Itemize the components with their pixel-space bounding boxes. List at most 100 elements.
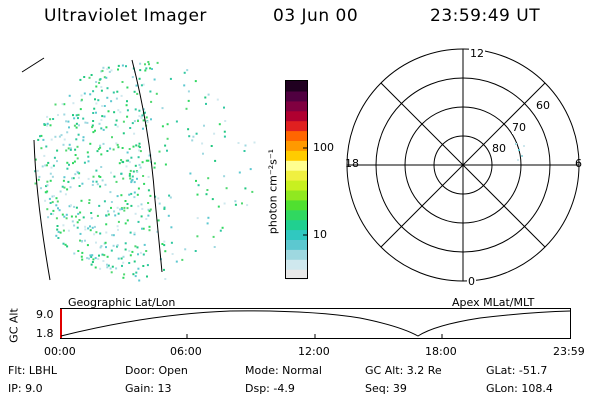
image-speckle: [68, 163, 70, 166]
image-speckle: [138, 149, 140, 152]
image-speckle: [50, 166, 53, 169]
image-speckle: [77, 133, 80, 136]
image-speckle: [68, 143, 71, 146]
image-speckle: [80, 98, 83, 101]
image-speckle: [95, 180, 98, 183]
colorbar-segment: [286, 259, 307, 270]
image-speckle: [142, 83, 145, 86]
image-speckle: [71, 220, 74, 223]
image-speckle: [65, 217, 68, 220]
image-speckle: [136, 170, 139, 173]
image-speckle: [61, 185, 64, 188]
image-speckle: [130, 204, 133, 207]
image-speckle: [117, 220, 120, 223]
image-speckle: [58, 135, 61, 138]
image-speckle: [126, 100, 128, 103]
image-speckle: [55, 234, 58, 237]
image-speckle: [117, 68, 119, 71]
image-speckle: [63, 176, 66, 179]
image-speckle: [137, 205, 140, 208]
image-speckle: [127, 159, 130, 162]
image-speckle: [147, 61, 150, 63]
image-speckle: [46, 190, 49, 193]
image-speckle: [140, 215, 143, 218]
image-speckle: [73, 117, 76, 120]
image-speckle: [62, 179, 65, 182]
image-speckle: [77, 176, 80, 179]
image-speckle: [125, 165, 128, 168]
status-door: Door: Open: [125, 364, 188, 377]
image-speckle: [89, 142, 92, 145]
image-speckle: [137, 120, 139, 122]
image-speckle: [49, 202, 52, 204]
image-speckle: [181, 258, 184, 261]
image-speckle: [145, 116, 148, 119]
image-speckle: [71, 177, 73, 180]
image-speckle: [91, 124, 94, 127]
image-speckle: [72, 177, 75, 180]
image-speckle: [43, 123, 46, 126]
image-speckle: [110, 206, 112, 209]
image-speckle: [63, 138, 66, 141]
image-speckle: [126, 151, 129, 154]
image-speckle: [147, 159, 150, 162]
image-speckle: [100, 86, 103, 88]
image-speckle: [101, 179, 104, 182]
image-speckle: [111, 136, 113, 139]
image-speckle: [137, 145, 140, 148]
image-speckle: [103, 254, 106, 257]
image-speckle: [140, 116, 143, 119]
image-speckle: [78, 185, 81, 187]
image-speckle: [161, 107, 164, 110]
image-speckle: [100, 153, 103, 156]
colorbar-unit-label: photon cm⁻²s⁻¹: [266, 148, 280, 235]
image-speckle: [163, 207, 166, 210]
image-speckle: [122, 120, 125, 123]
image-speckle: [134, 245, 137, 248]
image-speckle: [49, 118, 52, 121]
image-speckle: [131, 122, 134, 125]
image-speckle: [46, 164, 48, 167]
image-speckle: [205, 193, 208, 196]
image-speckle: [142, 119, 145, 122]
image-speckle: [106, 263, 108, 266]
image-speckle: [134, 212, 137, 215]
image-speckle: [80, 255, 83, 258]
image-speckle: [234, 203, 237, 206]
image-speckle: [99, 78, 102, 81]
image-speckle: [34, 182, 37, 185]
image-speckle: [153, 78, 156, 81]
image-speckle: [54, 135, 57, 138]
image-speckle: [100, 127, 103, 130]
image-speckle: [103, 200, 106, 203]
image-speckle: [95, 169, 98, 172]
image-speckle: [60, 134, 63, 137]
image-speckle: [106, 255, 109, 258]
image-speckle: [166, 137, 169, 140]
image-speckle: [148, 210, 151, 213]
image-speckle: [65, 213, 68, 216]
image-speckle: [93, 233, 96, 236]
image-speckle: [72, 102, 75, 105]
image-speckle: [149, 208, 152, 211]
image-speckle: [116, 125, 119, 128]
image-speckle: [141, 227, 143, 230]
image-speckle: [115, 267, 118, 270]
image-speckle: [96, 214, 99, 217]
image-speckle: [40, 187, 42, 190]
image-speckle: [83, 161, 86, 164]
image-speckle: [147, 154, 150, 157]
image-speckle: [121, 64, 124, 67]
image-speckle: [116, 143, 119, 146]
time-label: 23:59:49 UT: [430, 6, 541, 26]
image-speckle: [75, 215, 77, 218]
image-speckle: [73, 124, 76, 127]
lat-label-70: 70: [512, 121, 526, 134]
image-speckle: [66, 245, 69, 248]
image-speckle: [52, 164, 55, 167]
image-speckle: [221, 226, 224, 229]
colorbar-segment: [286, 120, 307, 132]
image-speckle: [214, 159, 217, 162]
image-speckle: [129, 231, 132, 234]
image-speckle: [243, 150, 246, 152]
